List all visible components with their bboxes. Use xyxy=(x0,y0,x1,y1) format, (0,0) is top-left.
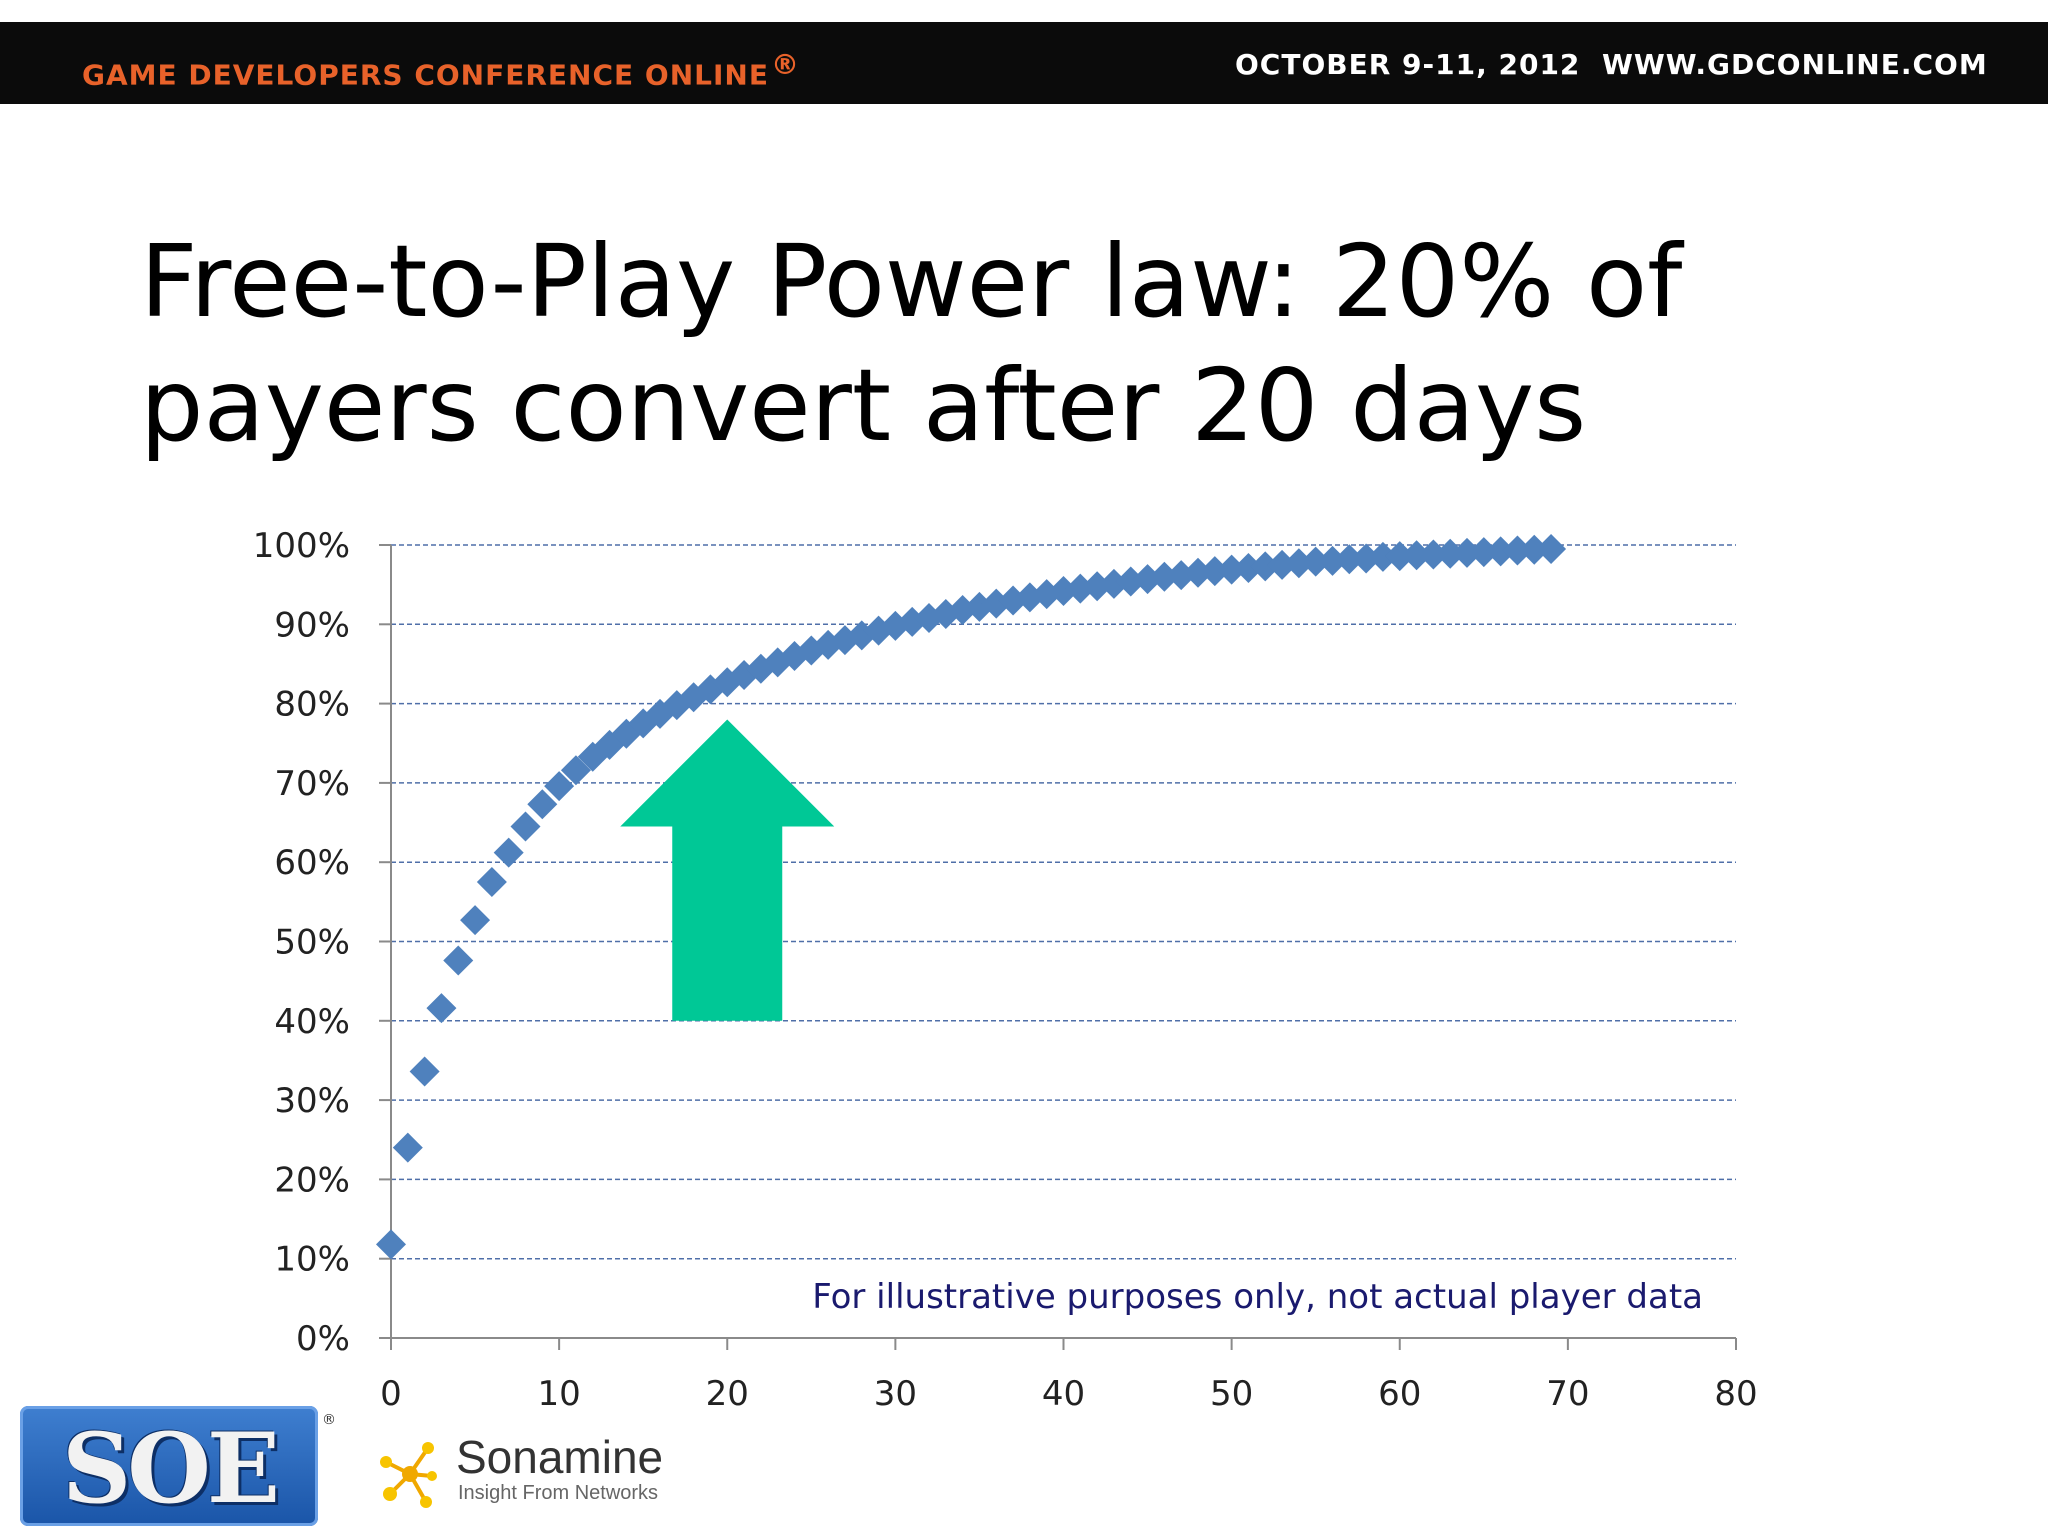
y-tick-label: 30% xyxy=(274,1081,350,1121)
sonamine-network-icon xyxy=(380,1442,437,1508)
data-point xyxy=(1452,537,1482,568)
data-point xyxy=(1233,552,1264,583)
chart-axes xyxy=(379,544,1737,1350)
data-point xyxy=(1267,549,1298,580)
data-point xyxy=(1283,548,1314,579)
data-point xyxy=(1536,533,1567,564)
data-point xyxy=(1384,541,1415,572)
y-tick-label: 60% xyxy=(274,843,350,883)
y-tick-label: 0% xyxy=(296,1319,350,1359)
data-point xyxy=(1216,554,1247,585)
data-point xyxy=(1199,556,1230,587)
soe-logo: SOE xyxy=(20,1406,318,1526)
conference-name-text: GAME DEVELOPERS CONFERENCE ONLINE xyxy=(82,58,769,92)
conference-website: WWW.GDCONLINE.COM xyxy=(1602,48,1988,81)
slide-title: Free-to-Play Power law: 20% of payers co… xyxy=(140,220,1980,468)
up-arrow xyxy=(620,719,835,1021)
data-point xyxy=(443,945,474,976)
soe-registered-mark: ® xyxy=(322,1412,336,1428)
x-axis-tick-labels: 0 10 20 30 40 50 60 70 80 xyxy=(380,1374,1757,1414)
data-point xyxy=(1468,537,1499,568)
data-point xyxy=(1485,536,1516,567)
sonamine-logo: Sonamine Insight From Networks xyxy=(370,1430,700,1530)
data-point xyxy=(1149,561,1180,592)
x-tick-label: 50 xyxy=(1210,1374,1253,1414)
data-point xyxy=(493,837,524,868)
sonamine-name: Sonamine xyxy=(456,1431,664,1483)
y-tick-label: 100% xyxy=(253,526,350,566)
y-tick-label: 50% xyxy=(274,923,350,963)
x-tick-label: 30 xyxy=(874,1374,917,1414)
data-point xyxy=(476,867,507,898)
x-tick-label: 80 xyxy=(1714,1374,1757,1414)
x-tick-label: 60 xyxy=(1378,1374,1421,1414)
x-tick-label: 10 xyxy=(537,1374,580,1414)
chart-gridlines xyxy=(391,544,1736,1260)
data-point xyxy=(1334,544,1365,575)
y-tick-label: 10% xyxy=(274,1240,350,1280)
conference-header-bar: GAME DEVELOPERS CONFERENCE ONLINE® OCTOB… xyxy=(0,22,2048,104)
data-point xyxy=(1317,545,1348,576)
y-tick-label: 70% xyxy=(274,764,350,804)
data-point xyxy=(527,789,558,820)
slide-title-line-1: Free-to-Play Power law: 20% of xyxy=(140,223,1683,340)
data-point xyxy=(409,1056,440,1087)
data-point xyxy=(1367,541,1398,572)
data-point xyxy=(426,993,457,1024)
up-arrow-annotation xyxy=(620,719,835,1021)
x-tick-label: 70 xyxy=(1546,1374,1589,1414)
sonamine-tagline: Insight From Networks xyxy=(458,1482,659,1504)
data-point xyxy=(376,1229,406,1260)
y-tick-label: 90% xyxy=(274,605,350,645)
data-point xyxy=(1351,543,1382,574)
data-point xyxy=(1418,539,1449,570)
data-point xyxy=(460,905,491,936)
data-point xyxy=(1519,534,1550,565)
data-point xyxy=(1502,535,1533,566)
data-point xyxy=(510,811,541,842)
x-tick-label: 40 xyxy=(1042,1374,1085,1414)
soe-logo-text: SOE xyxy=(61,1412,280,1525)
conference-dates: OCTOBER 9-11, 2012 xyxy=(1235,48,1581,81)
slide-title-line-2: payers convert after 20 days xyxy=(140,347,1587,464)
x-tick-label: 20 xyxy=(706,1374,749,1414)
conference-name: GAME DEVELOPERS CONFERENCE ONLINE® xyxy=(82,48,800,91)
data-point xyxy=(560,755,591,786)
data-point xyxy=(544,771,575,802)
data-point xyxy=(1435,538,1466,569)
y-axis-tick-labels: 0% 10% 20% 30% 40% 50% 60% 70% 80% 90% 100% xyxy=(253,526,350,1359)
y-tick-label: 20% xyxy=(274,1160,350,1200)
y-tick-label: 40% xyxy=(274,1002,350,1042)
data-point xyxy=(392,1132,423,1163)
chart-disclaimer: For illustrative purposes only, not actu… xyxy=(812,1277,1703,1317)
data-point xyxy=(1183,557,1213,588)
data-point xyxy=(1300,546,1331,577)
scatter-points xyxy=(376,533,1567,1260)
y-tick-label: 80% xyxy=(274,685,350,725)
data-point xyxy=(1250,551,1281,582)
x-tick-label: 0 xyxy=(380,1374,402,1414)
registered-mark: ® xyxy=(770,48,800,81)
data-point xyxy=(1401,540,1432,571)
